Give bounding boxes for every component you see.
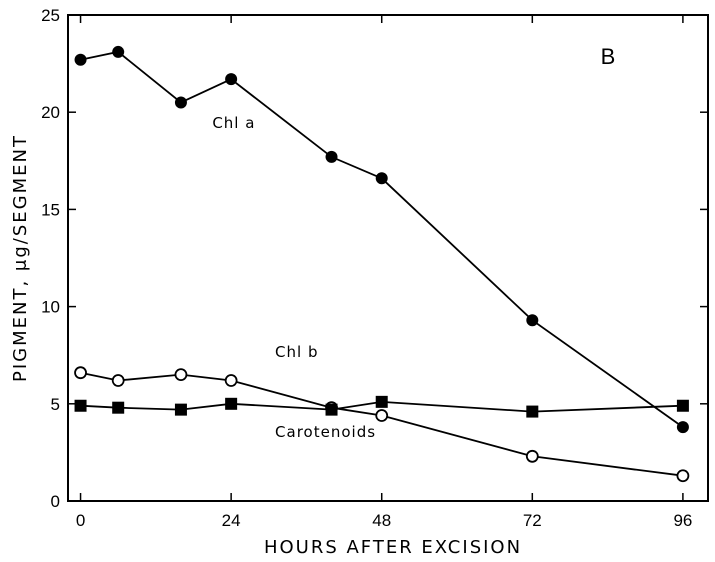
data-point-chl-a (112, 45, 125, 58)
data-point-chl-b (676, 469, 690, 483)
y-tick-label: 10 (41, 298, 60, 317)
data-point-carotenoids (225, 397, 238, 410)
y-tick-label: 15 (41, 200, 60, 219)
series-line-chl-b (80, 371, 684, 477)
x-axis-title: HOURS AFTER EXCISION (264, 537, 522, 558)
data-point-chl-b (525, 449, 539, 463)
series-layer (74, 45, 690, 483)
y-tick-label: 5 (51, 395, 60, 414)
x-tick-label: 96 (673, 511, 692, 530)
series-chl-b (74, 366, 690, 483)
data-point-chl-b (375, 409, 389, 422)
data-point-chl-a (225, 73, 238, 86)
series-chl-a (74, 45, 689, 434)
data-point-carotenoids (325, 403, 338, 416)
data-point-chl-a (676, 421, 689, 434)
data-point-carotenoids (74, 399, 87, 412)
data-point-chl-b (224, 374, 238, 387)
x-tick-label: 24 (222, 511, 241, 530)
y-tick-label: 20 (41, 103, 60, 122)
y-axis-title: PIGMENT, μg/SEGMENT (10, 134, 31, 382)
series-line-carotenoids (80, 400, 683, 413)
data-point-chl-b (111, 374, 125, 387)
x-tick-label: 72 (523, 511, 542, 530)
y-tick-label: 0 (51, 492, 60, 511)
panel-label: B (601, 44, 616, 69)
axes (67, 14, 709, 502)
annotation-chl-a: Chl a (212, 114, 255, 132)
data-point-carotenoids (375, 395, 388, 408)
data-point-carotenoids (112, 401, 125, 414)
data-point-carotenoids (174, 403, 187, 416)
x-tick-label: 0 (76, 511, 85, 530)
series-line-chl-a (80, 50, 684, 428)
data-point-chl-a (375, 172, 388, 185)
annotation-carotenoids: Carotenoids (275, 423, 376, 441)
plot-frame (67, 14, 709, 502)
data-point-chl-b (174, 368, 188, 382)
annotation-chl-b: Chl b (275, 343, 318, 361)
series-carotenoids (74, 395, 689, 418)
annotations: Chl a Chl b Carotenoids (212, 114, 376, 441)
data-point-chl-b (74, 366, 87, 380)
ticks: 0 5 10 15 20 25 0 24 48 72 96 (41, 6, 708, 530)
data-point-chl-a (174, 96, 187, 109)
data-point-carotenoids (676, 399, 689, 412)
data-point-carotenoids (526, 405, 539, 418)
data-point-chl-a (74, 53, 87, 66)
data-point-chl-a (526, 314, 539, 327)
data-point-chl-a (325, 150, 338, 163)
y-tick-label: 25 (41, 6, 60, 25)
x-tick-label: 48 (372, 511, 391, 530)
